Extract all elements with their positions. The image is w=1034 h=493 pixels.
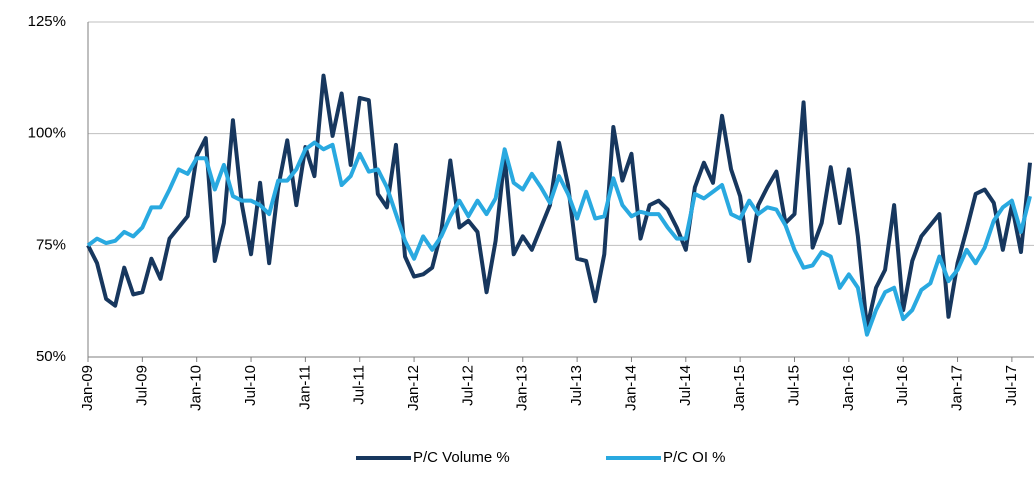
x-tick-label: Jan-10 xyxy=(188,365,205,411)
y-tick-label: 125% xyxy=(28,13,66,30)
x-tick-label: Jan-09 xyxy=(79,365,96,411)
x-tick-label: Jul-13 xyxy=(568,365,585,406)
line-series xyxy=(86,140,1032,337)
x-tick-label: Jan-11 xyxy=(296,365,313,410)
y-tick-label: 100% xyxy=(28,125,66,142)
x-tick-label: Jan-16 xyxy=(840,365,857,411)
x-tick-label: Jul-11 xyxy=(351,365,368,405)
x-tick-label: Jan-12 xyxy=(405,365,422,411)
x-tick-label: Jul-15 xyxy=(785,365,802,406)
x-tick-label: Jul-12 xyxy=(459,365,476,406)
legend-label: P/C Volume % xyxy=(413,449,510,466)
x-tick-label: Jul-14 xyxy=(677,365,694,406)
x-tick-label: Jan-13 xyxy=(514,365,531,411)
x-tick-label: Jul-10 xyxy=(242,365,259,406)
line-series xyxy=(86,73,1032,330)
x-tick-label: Jul-16 xyxy=(894,365,911,406)
x-tick-label: Jul-09 xyxy=(133,365,150,406)
x-tick-label: Jan-15 xyxy=(731,365,748,411)
y-tick-label: 50% xyxy=(36,348,66,365)
legend-label: P/C OI % xyxy=(663,449,726,466)
x-tick-label: Jan-14 xyxy=(622,365,639,411)
y-tick-label: 75% xyxy=(36,236,66,253)
x-tick-label: Jan-17 xyxy=(949,365,966,411)
x-tick-label: Jul-17 xyxy=(1003,365,1020,406)
